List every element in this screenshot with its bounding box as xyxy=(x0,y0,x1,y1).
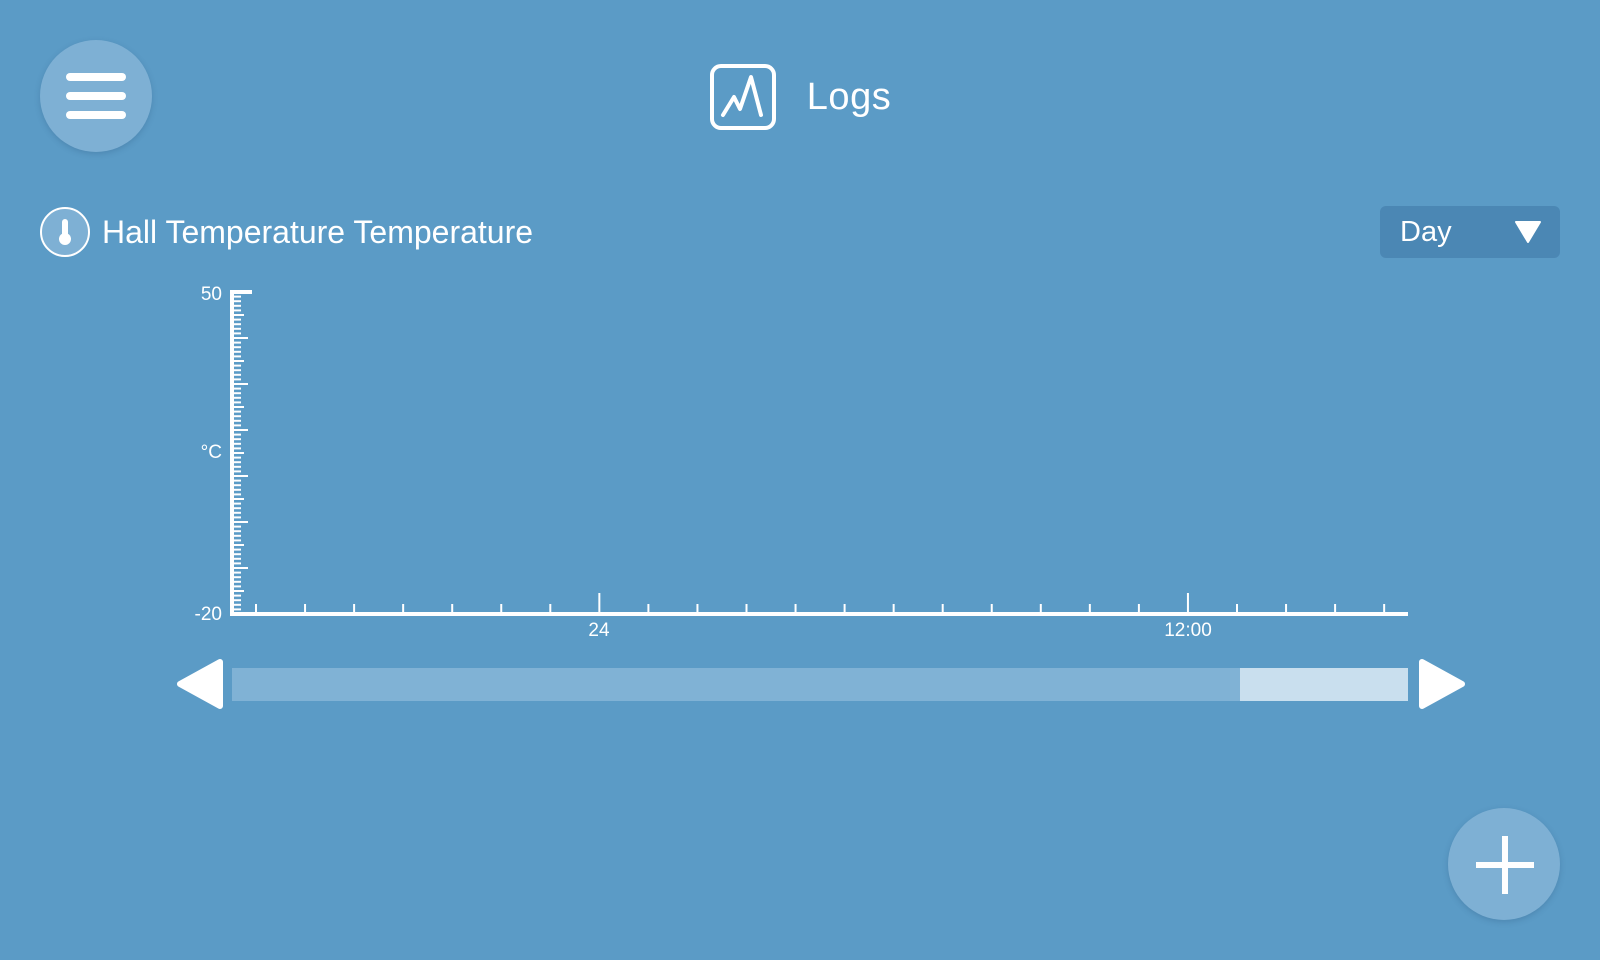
arrow-right-icon[interactable] xyxy=(1418,658,1466,710)
range-select-value: Day xyxy=(1400,215,1452,248)
hamburger-menu-icon xyxy=(66,73,126,119)
x-tick-label-24: 24 xyxy=(588,620,610,641)
time-scrollbar-thumb[interactable] xyxy=(1239,668,1408,701)
y-axis-ticks xyxy=(232,291,248,615)
thermometer-icon xyxy=(40,207,90,257)
chart-log-icon xyxy=(709,64,776,130)
x-tick-label-1200: 12:00 xyxy=(1164,620,1212,641)
add-button[interactable] xyxy=(1448,808,1560,920)
y-tick-label-max: 50 xyxy=(201,284,222,305)
x-axis-ticks xyxy=(255,593,1386,614)
time-scrollbar[interactable] xyxy=(232,668,1408,701)
page-title: Logs xyxy=(806,75,892,118)
sensor-name: Hall Temperature Temperature xyxy=(102,213,534,250)
sensor-heading: Hall Temperature Temperature xyxy=(40,206,533,258)
range-select[interactable]: Day xyxy=(1380,206,1560,258)
caret-down-icon xyxy=(1515,221,1541,243)
page-header: Logs xyxy=(0,62,1600,132)
plus-icon xyxy=(1476,836,1534,894)
menu-button[interactable] xyxy=(40,40,152,152)
y-tick-label-min: -20 xyxy=(195,604,222,625)
y-axis-unit-label: °C xyxy=(201,442,222,463)
arrow-left-icon[interactable] xyxy=(176,658,224,710)
